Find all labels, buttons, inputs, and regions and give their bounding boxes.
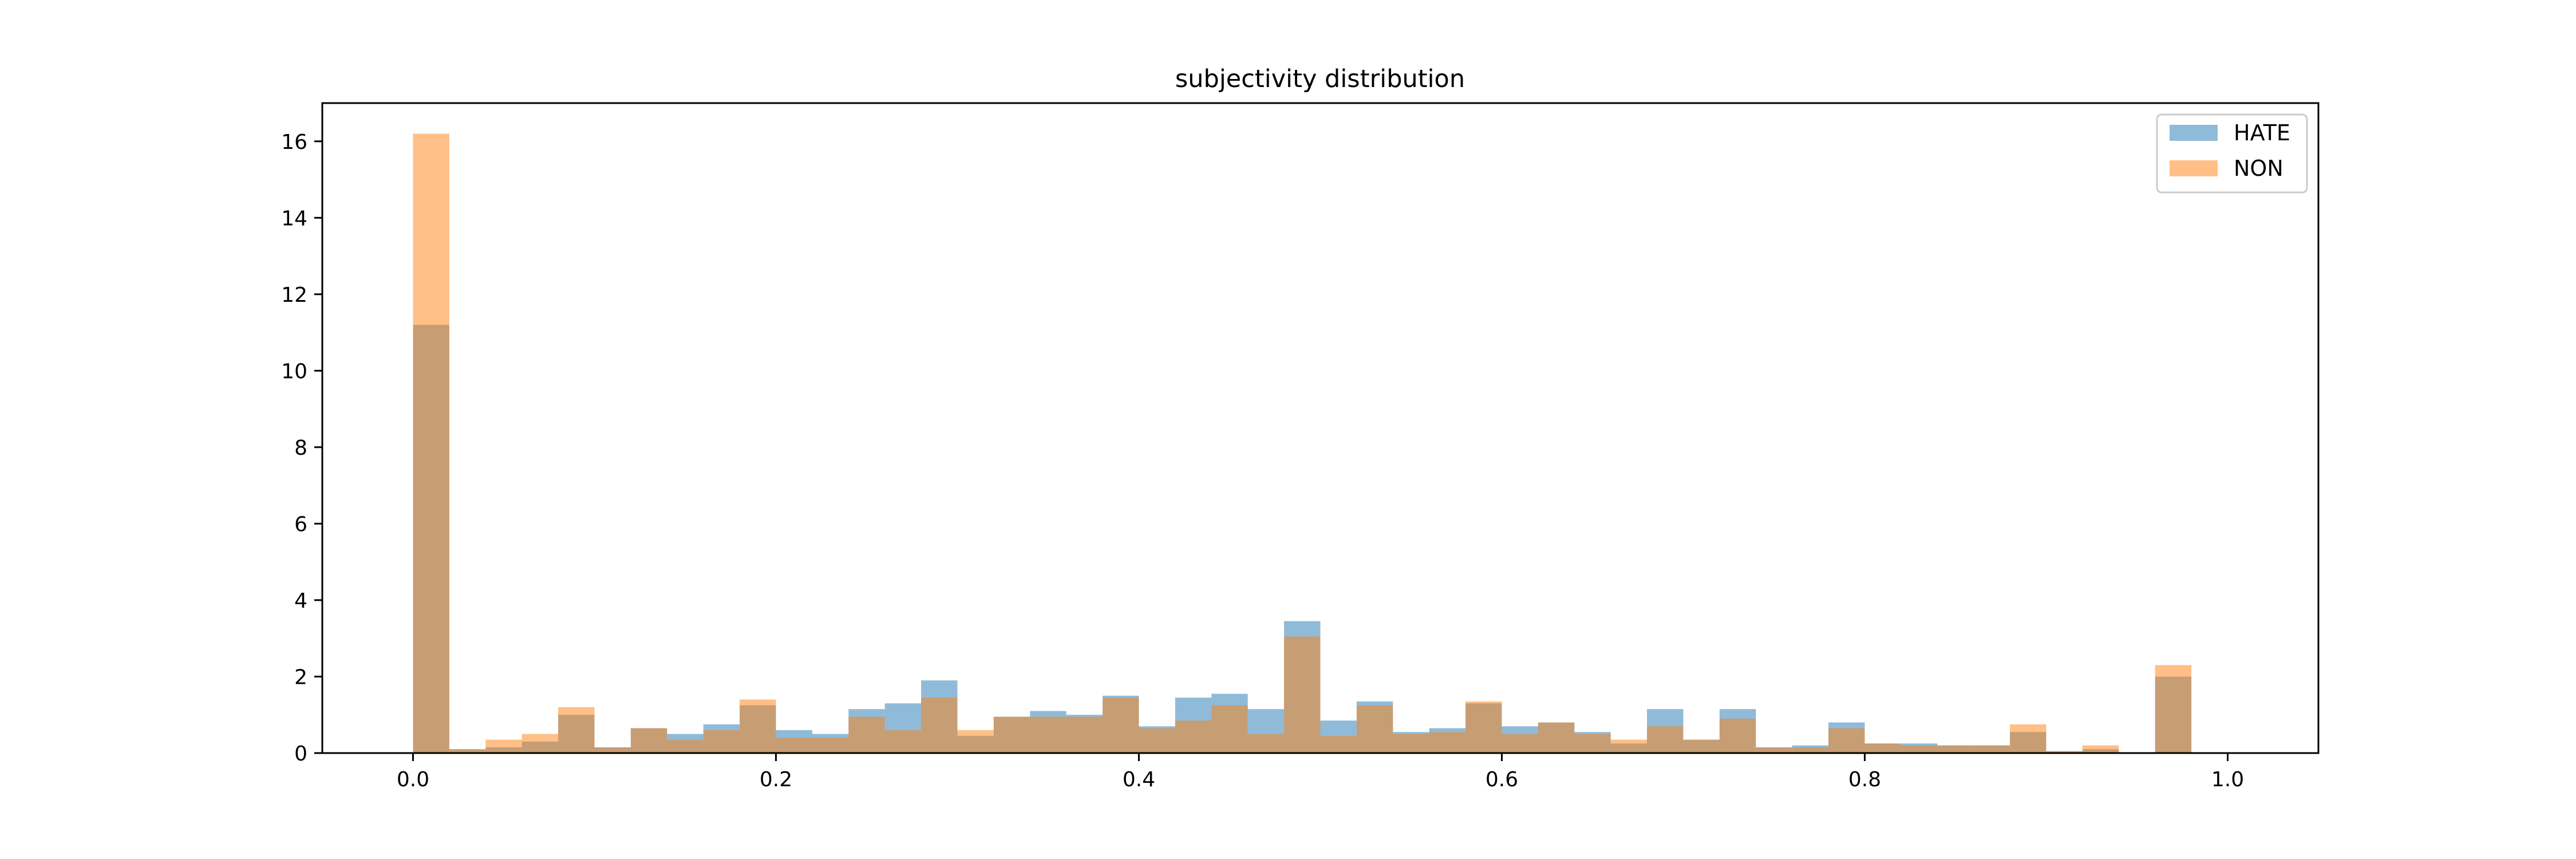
- y-tick-label: 14: [281, 207, 307, 230]
- bar-non-13: [884, 730, 922, 753]
- legend: HATE NON: [2156, 113, 2308, 194]
- bar-non-17: [1030, 716, 1066, 753]
- bar-non-29: [1465, 701, 1502, 753]
- y-tick-label: 8: [294, 436, 307, 460]
- series-non: [413, 133, 2192, 754]
- y-tick-label: 12: [281, 283, 307, 307]
- bar-non-37: [1756, 747, 1792, 753]
- y-tick-label: 16: [281, 131, 307, 154]
- bar-non-12: [848, 716, 885, 753]
- x-axis: 0.0 0.2 0.4 0.6 0.8 1.0: [397, 753, 2244, 791]
- bar-non-3: [521, 734, 559, 753]
- y-tick-label: 10: [281, 360, 307, 383]
- bar-non-40: [1864, 743, 1901, 753]
- y-tick-label: 6: [294, 513, 307, 536]
- x-tick-label: 0.2: [760, 768, 792, 791]
- y-axis: 0 2 4 6 8 10 12 14 16: [281, 131, 322, 766]
- bar-non-24: [1284, 636, 1321, 753]
- bar-non-6: [630, 728, 667, 753]
- bar-non-36: [1719, 718, 1756, 753]
- bar-non-4: [558, 707, 595, 753]
- bar-non-26: [1356, 705, 1393, 753]
- x-tick-label: 0.8: [1848, 768, 1881, 791]
- y-tick-label: 2: [294, 665, 307, 689]
- bar-non-41: [1901, 745, 1938, 753]
- bar-non-1: [449, 749, 486, 753]
- bar-non-7: [667, 739, 704, 753]
- plot-frame: [321, 102, 2320, 754]
- bar-non-35: [1683, 739, 1720, 753]
- bar-non-21: [1175, 720, 1212, 753]
- bar-non-14: [921, 698, 958, 753]
- bar-non-30: [1502, 734, 1538, 753]
- x-tick-label: 1.0: [2211, 768, 2244, 791]
- bar-non-48: [2155, 665, 2192, 753]
- legend-swatch-hate: [2170, 125, 2218, 141]
- x-tick-label: 0.4: [1123, 768, 1155, 791]
- bar-non-45: [2046, 751, 2083, 753]
- bar-non-27: [1393, 734, 1429, 753]
- bar-non-10: [776, 738, 812, 753]
- bar-non-15: [957, 730, 994, 753]
- x-tick-label: 0.6: [1485, 768, 1518, 791]
- bar-non-28: [1429, 732, 1466, 753]
- x-tick-label: 0.0: [397, 768, 429, 791]
- legend-label-non: NON: [2234, 156, 2283, 181]
- bar-non-9: [740, 699, 776, 753]
- bar-non-23: [1247, 734, 1285, 753]
- bar-non-2: [485, 739, 522, 753]
- bar-non-43: [1973, 745, 2010, 753]
- bar-non-16: [993, 716, 1030, 753]
- bar-non-11: [812, 738, 849, 753]
- bar-non-25: [1320, 735, 1357, 753]
- bar-non-44: [2010, 724, 2046, 753]
- bar-non-19: [1103, 698, 1139, 753]
- bar-non-42: [1937, 745, 1974, 753]
- bar-non-34: [1647, 726, 1684, 753]
- bar-non-8: [703, 730, 740, 753]
- legend-swatch-non: [2170, 160, 2218, 176]
- chart-title: subjectivity distribution: [1175, 65, 1465, 93]
- bar-non-46: [2082, 745, 2119, 753]
- bar-non-5: [594, 747, 631, 753]
- bar-non-32: [1574, 734, 1611, 753]
- bar-non-18: [1066, 716, 1103, 753]
- y-tick-label: 4: [294, 589, 307, 613]
- bar-non-33: [1610, 739, 1647, 753]
- bar-non-39: [1828, 728, 1865, 753]
- bar-non-22: [1211, 705, 1248, 753]
- y-tick-label: 0: [294, 742, 307, 766]
- legend-label-hate: HATE: [2234, 120, 2290, 145]
- bar-non-20: [1139, 728, 1175, 753]
- bars-layer: [413, 133, 2192, 754]
- bar-non-31: [1538, 722, 1575, 753]
- bar-non-38: [1792, 747, 1829, 753]
- bar-non-0: [413, 133, 449, 754]
